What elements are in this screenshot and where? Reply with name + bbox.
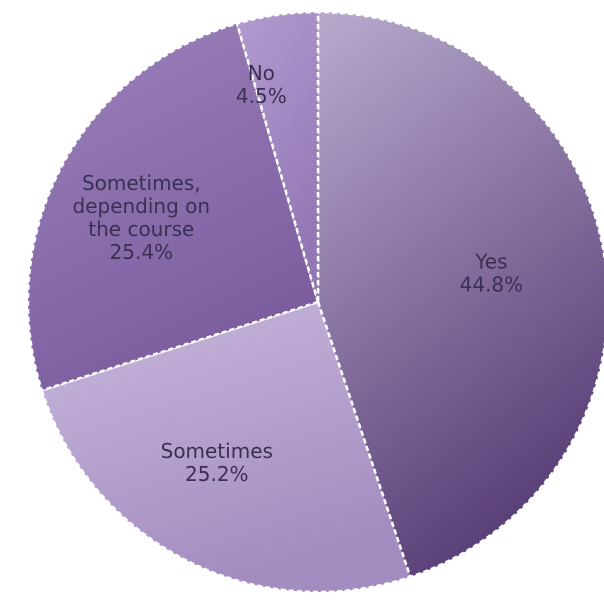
slice-label-2: Sometimes 25.2% <box>161 439 273 486</box>
slice-label-line: Yes <box>474 250 507 274</box>
pie-slice-1 <box>316 10 604 579</box>
slice-label-line: Sometimes, <box>82 171 201 195</box>
slice-label-line: 44.8% <box>460 273 524 297</box>
slice-label-line: 25.4% <box>110 240 174 264</box>
slice-label-line: No <box>248 61 275 85</box>
slice-label-4: No 4.5% <box>236 61 287 108</box>
slice-label-line: Sometimes <box>161 439 273 463</box>
slice-label-line: 25.2% <box>185 462 249 486</box>
pie-slice-3 <box>26 21 320 392</box>
pie-slices <box>26 10 604 594</box>
slice-label-1: Yes 44.8% <box>460 250 524 297</box>
slice-label-line: 4.5% <box>236 84 287 108</box>
pie-slice-2 <box>40 300 412 594</box>
pie-slice-4 <box>235 10 320 303</box>
slice-label-3: Sometimes, depending on the course 25.4% <box>73 171 211 264</box>
slice-label-line: the course <box>88 217 194 241</box>
pie-labels: Yes 44.8% Sometimes 25.2% Sometimes, dependin… <box>73 61 524 486</box>
slice-label-line: depending on <box>73 194 211 218</box>
